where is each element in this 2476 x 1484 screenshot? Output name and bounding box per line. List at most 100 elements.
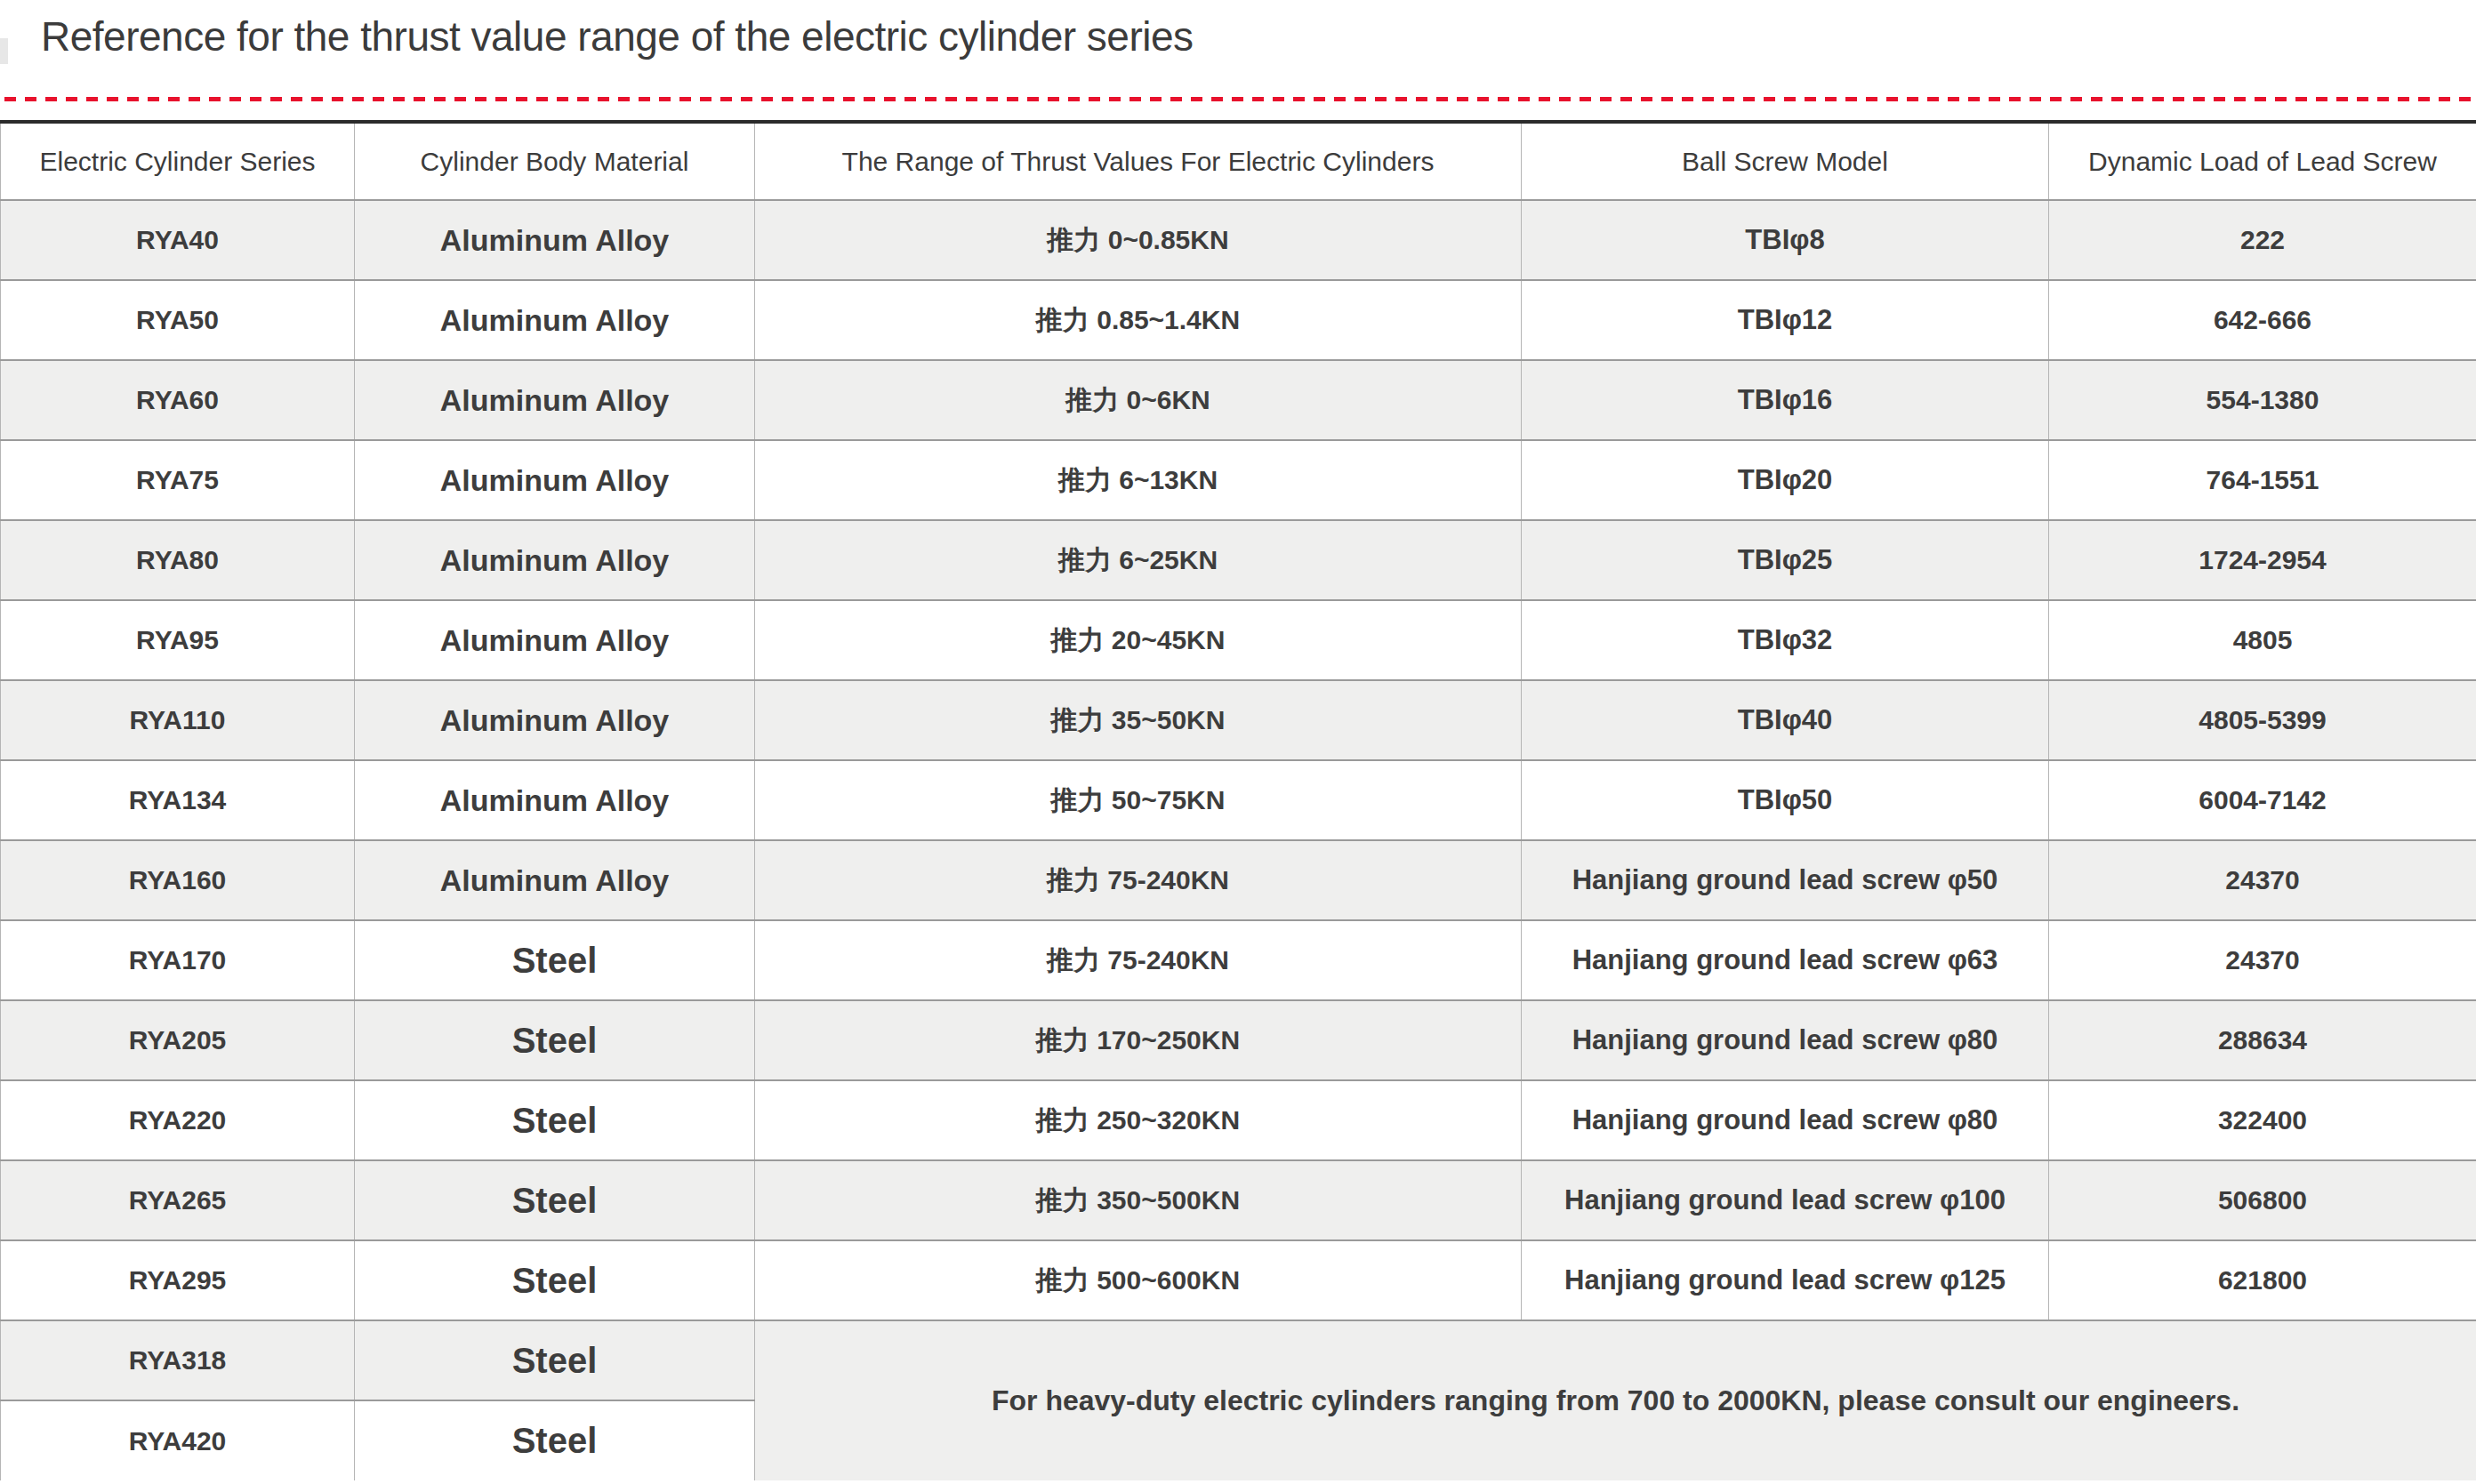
load-cell: 4805 xyxy=(2049,600,2476,680)
thrust-cell: 推力 75-240KN xyxy=(755,840,1522,920)
table-row: RYA75 Aluminum Alloy 推力 6~13KN TBIφ20 76… xyxy=(1,440,2476,520)
note-cell: For heavy-duty electric cylinders rangin… xyxy=(755,1320,2476,1480)
series-cell: RYA110 xyxy=(1,680,355,760)
screw-cell: Hanjiang ground lead screw φ125 xyxy=(1522,1240,2049,1320)
thrust-cell: 推力 350~500KN xyxy=(755,1160,1522,1240)
series-cell: RYA205 xyxy=(1,1000,355,1080)
thrust-cell: 推力 500~600KN xyxy=(755,1240,1522,1320)
screw-cell: Hanjiang ground lead screw φ100 xyxy=(1522,1160,2049,1240)
red-dashed-divider xyxy=(4,97,2472,101)
thrust-cell: 推力 6~25KN xyxy=(755,520,1522,600)
table-row: RYA134 Aluminum Alloy 推力 50~75KN TBIφ50 … xyxy=(1,760,2476,840)
thrust-cell: 推力 0.85~1.4KN xyxy=(755,280,1522,360)
thrust-cell: 推力 170~250KN xyxy=(755,1000,1522,1080)
thrust-reference-table: Electric Cylinder Series Cylinder Body M… xyxy=(0,120,2476,1480)
thrust-cell: 推力 6~13KN xyxy=(755,440,1522,520)
material-cell: Steel xyxy=(355,1160,755,1240)
load-cell: 1724-2954 xyxy=(2049,520,2476,600)
table-row: RYA50 Aluminum Alloy 推力 0.85~1.4KN TBIφ1… xyxy=(1,280,2476,360)
thrust-cell: 推力 0~6KN xyxy=(755,360,1522,440)
thrust-cell: 推力 35~50KN xyxy=(755,680,1522,760)
material-cell: Aluminum Alloy xyxy=(355,760,755,840)
screw-cell: Hanjiang ground lead screw φ63 xyxy=(1522,920,2049,1000)
screw-cell: TBIφ12 xyxy=(1522,280,2049,360)
series-cell: RYA160 xyxy=(1,840,355,920)
column-header-screw: Ball Screw Model xyxy=(1522,122,2049,200)
table-row: RYA60 Aluminum Alloy 推力 0~6KN TBIφ16 554… xyxy=(1,360,2476,440)
material-cell: Steel xyxy=(355,1080,755,1160)
column-header-thrust: The Range of Thrust Values For Electric … xyxy=(755,122,1522,200)
material-cell: Aluminum Alloy xyxy=(355,680,755,760)
load-cell: 506800 xyxy=(2049,1160,2476,1240)
material-cell: Steel xyxy=(355,1000,755,1080)
material-cell: Aluminum Alloy xyxy=(355,280,755,360)
screw-cell: TBIφ32 xyxy=(1522,600,2049,680)
screw-cell: TBIφ16 xyxy=(1522,360,2049,440)
table-row: RYA80 Aluminum Alloy 推力 6~25KN TBIφ25 17… xyxy=(1,520,2476,600)
load-cell: 764-1551 xyxy=(2049,440,2476,520)
series-cell: RYA134 xyxy=(1,760,355,840)
series-cell: RYA265 xyxy=(1,1160,355,1240)
column-header-series: Electric Cylinder Series xyxy=(1,122,355,200)
table-row: RYA170 Steel 推力 75-240KN Hanjiang ground… xyxy=(1,920,2476,1000)
table-row: RYA295 Steel 推力 500~600KN Hanjiang groun… xyxy=(1,1240,2476,1320)
column-header-material: Cylinder Body Material xyxy=(355,122,755,200)
series-cell: RYA60 xyxy=(1,360,355,440)
material-cell: Aluminum Alloy xyxy=(355,600,755,680)
series-cell: RYA80 xyxy=(1,520,355,600)
screw-cell: TBIφ40 xyxy=(1522,680,2049,760)
material-cell: Steel xyxy=(355,1400,755,1480)
series-cell: RYA40 xyxy=(1,200,355,280)
load-cell: 4805-5399 xyxy=(2049,680,2476,760)
screw-cell: TBIφ25 xyxy=(1522,520,2049,600)
series-cell: RYA295 xyxy=(1,1240,355,1320)
material-cell: Steel xyxy=(355,1240,755,1320)
table-row: RYA40 Aluminum Alloy 推力 0~0.85KN TBIφ8 2… xyxy=(1,200,2476,280)
load-cell: 642-666 xyxy=(2049,280,2476,360)
series-cell: RYA318 xyxy=(1,1320,355,1400)
material-cell: Aluminum Alloy xyxy=(355,440,755,520)
load-cell: 6004-7142 xyxy=(2049,760,2476,840)
table-row: RYA220 Steel 推力 250~320KN Hanjiang groun… xyxy=(1,1080,2476,1160)
table-row: RYA265 Steel 推力 350~500KN Hanjiang groun… xyxy=(1,1160,2476,1240)
load-cell: 24370 xyxy=(2049,840,2476,920)
table-row: RYA160 Aluminum Alloy 推力 75-240KN Hanjia… xyxy=(1,840,2476,920)
title-edge-marker xyxy=(0,38,8,64)
table-row: RYA318 Steel For heavy-duty electric cyl… xyxy=(1,1320,2476,1400)
screw-cell: TBIφ20 xyxy=(1522,440,2049,520)
series-cell: RYA50 xyxy=(1,280,355,360)
load-cell: 322400 xyxy=(2049,1080,2476,1160)
screw-cell: Hanjiang ground lead screw φ80 xyxy=(1522,1080,2049,1160)
column-header-load: Dynamic Load of Lead Screw xyxy=(2049,122,2476,200)
load-cell: 554-1380 xyxy=(2049,360,2476,440)
material-cell: Aluminum Alloy xyxy=(355,520,755,600)
page-title: Reference for the thrust value range of … xyxy=(41,12,1194,60)
material-cell: Steel xyxy=(355,1320,755,1400)
load-cell: 288634 xyxy=(2049,1000,2476,1080)
thrust-cell: 推力 75-240KN xyxy=(755,920,1522,1000)
page-header: Reference for the thrust value range of … xyxy=(0,0,2476,120)
series-cell: RYA220 xyxy=(1,1080,355,1160)
load-cell: 24370 xyxy=(2049,920,2476,1000)
table-row: RYA95 Aluminum Alloy 推力 20~45KN TBIφ32 4… xyxy=(1,600,2476,680)
screw-cell: Hanjiang ground lead screw φ80 xyxy=(1522,1000,2049,1080)
material-cell: Aluminum Alloy xyxy=(355,200,755,280)
series-cell: RYA75 xyxy=(1,440,355,520)
load-cell: 621800 xyxy=(2049,1240,2476,1320)
thrust-cell: 推力 250~320KN xyxy=(755,1080,1522,1160)
material-cell: Aluminum Alloy xyxy=(355,360,755,440)
series-cell: RYA170 xyxy=(1,920,355,1000)
screw-cell: Hanjiang ground lead screw φ50 xyxy=(1522,840,2049,920)
thrust-cell: 推力 20~45KN xyxy=(755,600,1522,680)
series-cell: RYA95 xyxy=(1,600,355,680)
thrust-cell: 推力 0~0.85KN xyxy=(755,200,1522,280)
table-row: RYA205 Steel 推力 170~250KN Hanjiang groun… xyxy=(1,1000,2476,1080)
header-row: Electric Cylinder Series Cylinder Body M… xyxy=(1,122,2476,200)
load-cell: 222 xyxy=(2049,200,2476,280)
screw-cell: TBIφ50 xyxy=(1522,760,2049,840)
thrust-cell: 推力 50~75KN xyxy=(755,760,1522,840)
table-row: RYA110 Aluminum Alloy 推力 35~50KN TBIφ40 … xyxy=(1,680,2476,760)
material-cell: Aluminum Alloy xyxy=(355,840,755,920)
material-cell: Steel xyxy=(355,920,755,1000)
series-cell: RYA420 xyxy=(1,1400,355,1480)
